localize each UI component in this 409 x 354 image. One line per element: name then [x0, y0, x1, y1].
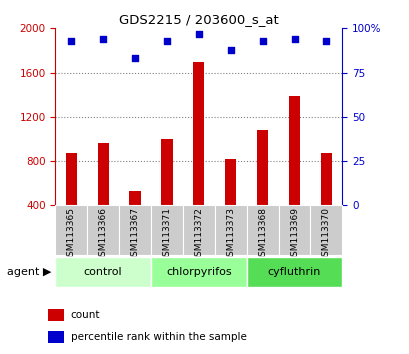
Point: [163, 38, 170, 44]
Bar: [48, 331, 63, 343]
Text: GSM113369: GSM113369: [289, 207, 298, 262]
Bar: [119, 205, 151, 255]
Text: percentile rank within the sample: percentile rank within the sample: [70, 332, 246, 342]
Bar: [225, 159, 236, 205]
Text: GSM113367: GSM113367: [130, 207, 139, 262]
Bar: [129, 191, 140, 205]
Text: agent ▶: agent ▶: [7, 267, 51, 277]
Bar: [278, 205, 310, 255]
Bar: [151, 205, 182, 255]
Text: GSM113373: GSM113373: [226, 207, 235, 262]
Text: chlorpyrifos: chlorpyrifos: [166, 267, 231, 277]
Bar: [310, 205, 342, 255]
Bar: [288, 96, 299, 205]
Bar: [97, 143, 108, 205]
Point: [100, 36, 106, 42]
Title: GDS2215 / 203600_s_at: GDS2215 / 203600_s_at: [119, 13, 278, 26]
Text: GSM113366: GSM113366: [99, 207, 108, 262]
Bar: [256, 130, 267, 205]
Bar: [87, 205, 119, 255]
Text: GSM113368: GSM113368: [258, 207, 267, 262]
Text: control: control: [84, 267, 122, 277]
Bar: [161, 139, 172, 205]
Bar: [55, 257, 151, 287]
Bar: [214, 205, 246, 255]
Bar: [151, 257, 246, 287]
Bar: [65, 153, 77, 205]
Point: [322, 38, 329, 44]
Bar: [320, 153, 331, 205]
Point: [195, 31, 202, 36]
Text: GSM113371: GSM113371: [162, 207, 171, 262]
Point: [68, 38, 74, 44]
Text: cyfluthrin: cyfluthrin: [267, 267, 320, 277]
Text: GSM113370: GSM113370: [321, 207, 330, 262]
Point: [259, 38, 265, 44]
Text: GSM113365: GSM113365: [67, 207, 76, 262]
Point: [227, 47, 234, 52]
Bar: [182, 205, 214, 255]
Bar: [48, 309, 63, 321]
Point: [290, 36, 297, 42]
Bar: [55, 205, 87, 255]
Text: count: count: [70, 310, 100, 320]
Point: [131, 56, 138, 61]
Bar: [246, 205, 278, 255]
Bar: [246, 257, 342, 287]
Bar: [193, 62, 204, 205]
Text: GSM113372: GSM113372: [194, 207, 203, 262]
